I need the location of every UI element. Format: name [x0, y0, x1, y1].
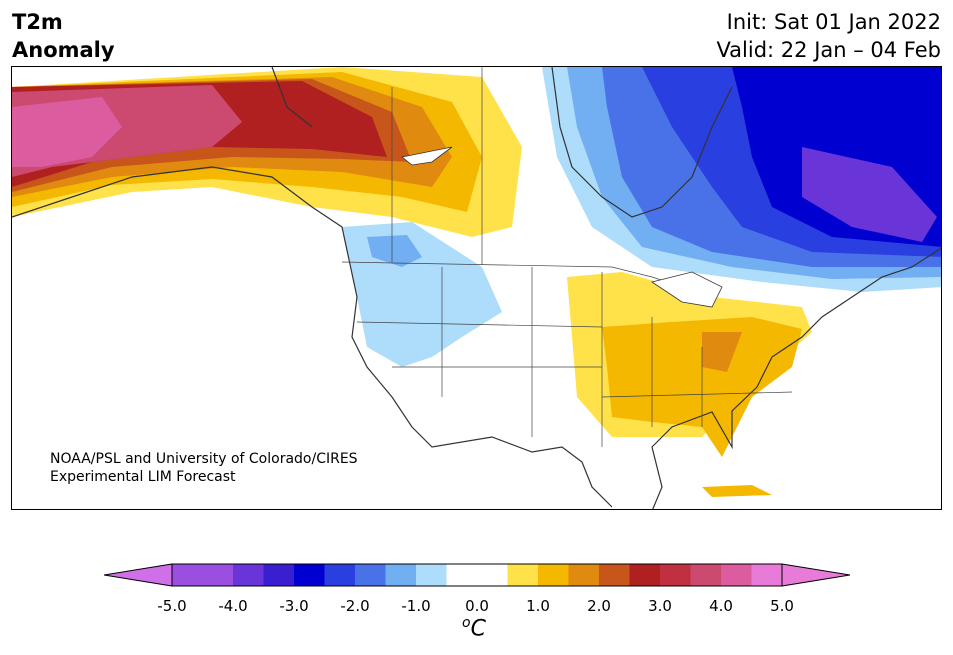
coastlines	[12, 67, 941, 509]
colorbar-tick-label: 2.0	[587, 597, 611, 615]
colorbar-bin	[294, 564, 325, 586]
lake-winnipeg	[401, 146, 453, 166]
warm-region-alaska-core	[12, 97, 122, 167]
colorbar-bin	[721, 564, 752, 586]
title-line-1: T2m	[12, 10, 63, 34]
credit-text: NOAA/PSL and University of Colorado/CIRE…	[50, 450, 358, 486]
warm-region-cuba	[702, 485, 772, 497]
cool-region-northwest-core	[367, 235, 422, 267]
anomaly-map	[12, 67, 941, 509]
colorbar-tick-label: 4.0	[709, 597, 733, 615]
colorbar-tick-label: -5.0	[157, 597, 187, 615]
colorbar-bin	[385, 564, 417, 586]
colorbar-bin	[568, 564, 600, 586]
colorbar-under-arrow	[103, 563, 173, 587]
colorbar-tick-label: 3.0	[648, 597, 672, 615]
colorbar-bin	[416, 564, 447, 586]
colorbar-bin	[446, 564, 508, 586]
colorbar-swatches	[103, 563, 851, 587]
colorbar-bin	[233, 564, 264, 586]
warm-region-southeast-3	[702, 332, 742, 372]
credit-line-2: Experimental LIM Forecast	[50, 469, 236, 485]
valid-range: Valid: 22 Jan – 04 Feb	[716, 38, 941, 62]
colorbar	[103, 562, 851, 592]
colorbar-tick-label: 1.0	[526, 597, 550, 615]
colorbar-bin	[599, 564, 630, 586]
colorbar-bin	[202, 564, 234, 586]
map-panel: NOAA/PSL and University of Colorado/CIRE…	[11, 66, 942, 510]
unit-letter: C	[470, 616, 486, 642]
colorbar-over-arrow	[781, 563, 851, 587]
map-title: T2m Anomaly	[12, 8, 115, 64]
colorbar-bin	[355, 564, 386, 586]
forecast-info: Init: Sat 01 Jan 2022 Valid: 22 Jan – 04…	[716, 8, 941, 64]
colorbar-tick-label: -3.0	[279, 597, 309, 615]
colorbar-bin	[507, 564, 539, 586]
colorbar-tick-label: -2.0	[340, 597, 370, 615]
colorbar-bin	[538, 564, 569, 586]
colorbar-frame	[171, 563, 783, 587]
credit-line-1: NOAA/PSL and University of Colorado/CIRE…	[50, 451, 358, 467]
colorbar-bin	[660, 564, 691, 586]
colorbar-bin	[629, 564, 661, 586]
unit-degree: o	[462, 615, 471, 631]
title-line-2: Anomaly	[12, 38, 115, 62]
colorbar-tick-label: 0.0	[465, 597, 489, 615]
cool-region-east-canada-core	[802, 147, 937, 242]
great-lakes	[651, 271, 723, 308]
colorbar-tick-label: -1.0	[401, 597, 431, 615]
colorbar-tick-label: -4.0	[218, 597, 248, 615]
cool-region-northwest	[342, 222, 502, 367]
init-date: Init: Sat 01 Jan 2022	[726, 10, 941, 34]
colorbar-bin	[751, 564, 783, 586]
colorbar-bin	[263, 564, 295, 586]
colorbar-tick-label: 5.0	[770, 597, 794, 615]
colorbar-unit: oC	[462, 615, 486, 641]
colorbar-bin	[690, 564, 722, 586]
colorbar-bin	[324, 564, 356, 586]
colorbar-bin	[172, 564, 203, 586]
